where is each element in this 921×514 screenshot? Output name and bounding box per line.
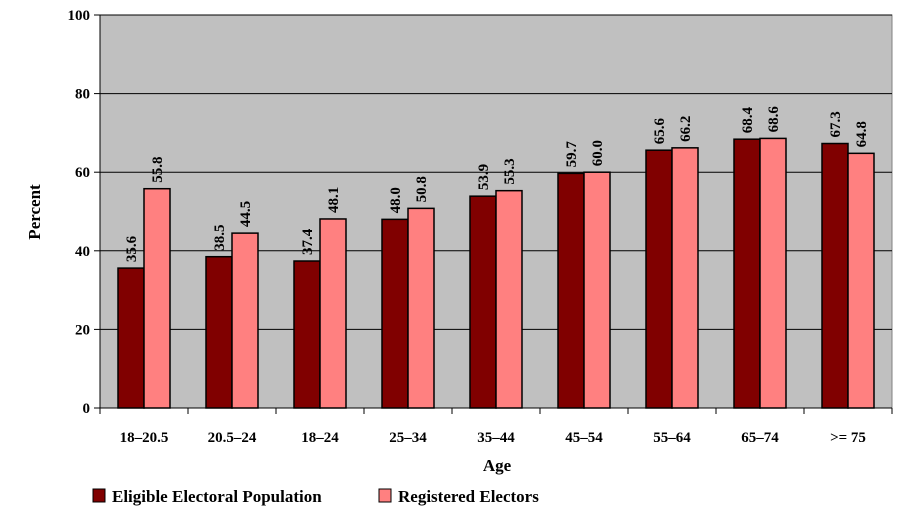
bar-eligible (557, 172, 585, 409)
y-tick-label: 60 (75, 165, 90, 181)
bar-registered (407, 207, 435, 409)
legend-swatch-registered (378, 488, 392, 503)
legend-swatch-eligible (92, 488, 106, 503)
x-tick-label: 65–74 (741, 430, 779, 446)
bar-registered (759, 137, 787, 409)
bar-eligible (293, 260, 321, 409)
y-axis-title: Percent (25, 184, 44, 240)
bars (117, 137, 875, 409)
bar-eligible (821, 142, 849, 409)
bar-eligible (469, 195, 497, 409)
data-label: 66.2 (678, 116, 694, 142)
legend-label-eligible: Eligible Electoral Population (112, 487, 322, 506)
data-label: 68.6 (766, 106, 782, 133)
data-label: 55.8 (150, 156, 166, 182)
x-axis: 18–20.5 20.5–24 18–24 25–34 35–44 45–54 55–64 6… (99, 407, 893, 446)
data-label: 55.3 (502, 158, 518, 184)
y-tick-label: 80 (75, 87, 90, 103)
data-label: 65.6 (652, 117, 668, 144)
data-label: 64.8 (854, 121, 870, 147)
data-labels: 35.6 55.8 38.5 44.5 37.4 48.1 48.0 50.8 53.9 55.3… (124, 106, 870, 262)
data-label: 38.5 (212, 224, 228, 250)
x-tick-label: 35–44 (477, 430, 515, 446)
legend-label-registered: Registered Electors (398, 487, 539, 506)
y-tick-label: 0 (83, 401, 91, 417)
data-label: 37.4 (300, 228, 316, 255)
bar-eligible (733, 138, 761, 409)
bar-registered (671, 147, 699, 409)
y-tick-label: 100 (68, 8, 91, 24)
bar-registered (319, 218, 347, 409)
y-axis: 0 20 40 60 80 100 (68, 8, 101, 417)
x-tick-label: >= 75 (830, 430, 866, 446)
bar-eligible (205, 255, 233, 409)
bar-eligible (117, 267, 145, 409)
bar-eligible (645, 149, 673, 409)
bar-registered (495, 189, 523, 409)
data-label: 48.0 (388, 187, 404, 213)
data-label: 60.0 (590, 140, 606, 166)
x-tick-label: 20.5–24 (208, 430, 257, 446)
y-tick-label: 40 (75, 244, 90, 260)
legend: Eligible Electoral Population Registered… (92, 487, 539, 506)
data-label: 68.4 (740, 106, 756, 133)
bar-registered (143, 187, 171, 409)
data-label: 44.5 (238, 201, 254, 227)
x-tick-label: 55–64 (653, 430, 691, 446)
x-axis-title: Age (483, 456, 512, 475)
x-tick-label: 18–20.5 (120, 430, 169, 446)
x-tick-label: 45–54 (565, 430, 603, 446)
data-label: 50.8 (414, 176, 430, 202)
y-tick-label: 20 (75, 322, 90, 338)
data-label: 53.9 (476, 164, 492, 190)
data-label: 48.1 (326, 187, 342, 213)
x-tick-label: 18–24 (301, 430, 339, 446)
data-label: 59.7 (564, 141, 580, 168)
data-label: 35.6 (124, 235, 140, 262)
bar-registered (231, 232, 259, 409)
data-label: 67.3 (828, 111, 844, 137)
bar-eligible (381, 218, 409, 409)
x-tick-label: 25–34 (389, 430, 427, 446)
bar-registered (847, 152, 875, 409)
bar-registered (583, 171, 611, 409)
